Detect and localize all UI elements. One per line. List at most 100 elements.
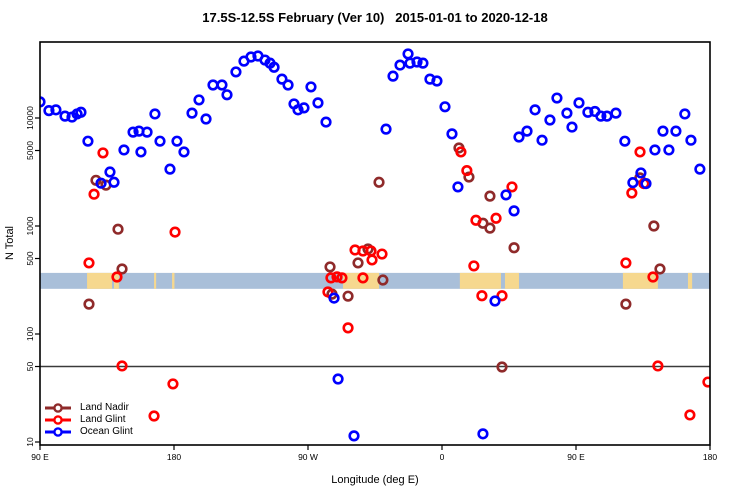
- scatter-point-ocean-glint: [387, 70, 399, 82]
- scatter-point-land-nadir: [116, 263, 128, 275]
- scatter-point-ocean-glint: [508, 205, 520, 217]
- y-tick-label: 50: [25, 362, 35, 372]
- scatter-point-ocean-glint: [431, 75, 443, 87]
- scatter-point-land-glint: [167, 378, 179, 390]
- scatter-point-ocean-glint: [619, 135, 631, 147]
- scatter-point-land-glint: [496, 290, 508, 302]
- scatter-point-ocean-glint: [670, 125, 682, 137]
- scatter-point-ocean-glint: [513, 131, 525, 143]
- scatter-point-land-glint: [455, 146, 467, 158]
- scatter-point-ocean-glint: [521, 125, 533, 137]
- y-tick-label: 500: [25, 251, 35, 265]
- scatter-point-ocean-glint: [380, 123, 392, 135]
- x-tick-label: 90 E: [31, 452, 49, 462]
- scatter-point-ocean-glint: [282, 79, 294, 91]
- scatter-point-land-glint: [342, 322, 354, 334]
- scatter-point-land-glint: [148, 410, 160, 422]
- scatter-point-land-nadir: [83, 298, 95, 310]
- scatter-point-land-glint: [116, 360, 128, 372]
- ocean-glint-marker-icon: [45, 427, 71, 437]
- scatter-points: [40, 48, 710, 442]
- scatter-point-land-glint: [506, 181, 518, 193]
- surface-band-land: [504, 272, 519, 289]
- scatter-point-ocean-glint: [663, 144, 675, 156]
- scatter-point-ocean-glint: [276, 73, 288, 85]
- scatter-point-land-glint: [647, 271, 659, 283]
- scatter-point-land-glint: [169, 226, 181, 238]
- x-tick-label: 90 W: [298, 452, 318, 462]
- scatter-point-land-nadir: [112, 223, 124, 235]
- scatter-point-ocean-glint: [216, 79, 228, 91]
- land-nadir-marker-icon: [45, 403, 71, 413]
- scatter-point-ocean-glint: [141, 126, 153, 138]
- scatter-point-ocean-glint: [292, 104, 304, 116]
- scatter-point-land-glint: [490, 212, 502, 224]
- scatter-point-ocean-glint: [404, 57, 416, 69]
- y-tick-label: 1000: [25, 216, 35, 235]
- y-tick-label: 10: [25, 437, 35, 447]
- scatter-point-land-glint: [322, 286, 334, 298]
- scatter-point-land-glint: [366, 254, 378, 266]
- surface-band-land: [459, 272, 501, 289]
- scatter-point-ocean-glint: [200, 113, 212, 125]
- x-tick-label: 180: [703, 452, 717, 462]
- scatter-point-ocean-glint: [221, 89, 233, 101]
- surface-band-land: [687, 272, 693, 289]
- scatter-point-land-glint: [357, 272, 369, 284]
- scatter-point-ocean-glint: [477, 428, 489, 440]
- scatter-point-ocean-glint: [171, 135, 183, 147]
- scatter-point-ocean-glint: [59, 110, 71, 122]
- scatter-point-ocean-glint: [694, 163, 706, 175]
- scatter-point-ocean-glint: [298, 102, 310, 114]
- scatter-point-land-nadir: [377, 274, 389, 286]
- surface-band-land: [154, 272, 157, 289]
- legend-item-ocean-glint: Ocean Glint: [44, 426, 133, 438]
- scatter-point-ocean-glint: [679, 108, 691, 120]
- plot-border: [39, 41, 711, 446]
- x-tick-label: 90 E: [567, 452, 585, 462]
- scatter-point-ocean-glint: [635, 167, 647, 179]
- scatter-point-ocean-glint: [118, 144, 130, 156]
- scatter-point-ocean-glint: [348, 430, 360, 442]
- scatter-point-ocean-glint: [95, 177, 107, 189]
- scatter-point-ocean-glint: [489, 295, 501, 307]
- scatter-point-ocean-glint: [640, 177, 652, 190]
- scatter-point-land-nadir: [352, 257, 364, 269]
- scatter-point-ocean-glint: [178, 146, 190, 158]
- scatter-point-ocean-glint: [320, 116, 332, 128]
- scatter-point-ocean-glint: [402, 48, 414, 60]
- scatter-point-land-glint: [634, 146, 646, 158]
- surface-band-land: [172, 272, 175, 289]
- scatter-point-land-nadir: [620, 298, 632, 310]
- scatter-point-ocean-glint: [439, 101, 451, 113]
- scatter-point-ocean-glint: [561, 107, 573, 119]
- scatter-point-land-glint: [376, 248, 388, 260]
- scatter-point-land-glint: [461, 164, 473, 177]
- scatter-point-ocean-glint: [657, 125, 669, 137]
- scatter-point-land-glint: [652, 360, 664, 372]
- scatter-point-land-nadir: [654, 263, 666, 275]
- scatter-point-land-glint: [684, 409, 696, 421]
- legend: Land Nadir Land Glint Ocean Glint: [44, 402, 133, 438]
- legend-label: Land Glint: [80, 414, 126, 425]
- scatter-point-ocean-glint: [82, 135, 94, 147]
- scatter-point-land-nadir: [508, 242, 520, 254]
- scatter-point-ocean-glint: [627, 177, 639, 189]
- scatter-point-ocean-glint: [551, 92, 563, 104]
- surface-band-land: [87, 272, 113, 289]
- scatter-point-land-glint: [468, 260, 480, 272]
- scatter-point-land-nadir: [484, 222, 496, 234]
- scatter-point-land-glint: [336, 272, 348, 284]
- scatter-point-ocean-glint: [268, 61, 280, 73]
- scatter-point-ocean-glint: [500, 189, 512, 201]
- scatter-point-land-nadir: [373, 176, 385, 188]
- scatter-point-ocean-glint: [186, 107, 198, 119]
- scatter-point-ocean-glint: [685, 134, 697, 146]
- scatter-point-ocean-glint: [536, 134, 548, 146]
- scatter-point-land-glint: [470, 214, 482, 226]
- scatter-point-land-glint: [325, 272, 337, 284]
- scatter-point-land-nadir: [648, 220, 660, 232]
- scatter-point-land-nadir: [496, 361, 508, 373]
